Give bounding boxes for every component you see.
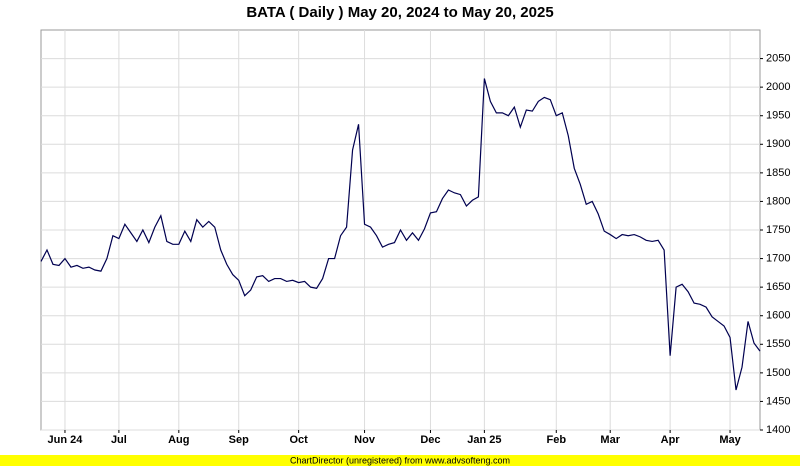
y-tick-label: 1500 (766, 367, 790, 379)
x-tick-label: Jul (111, 434, 127, 446)
x-tick-label: May (719, 434, 741, 446)
x-tick-label: Jan 25 (467, 434, 501, 446)
footer: ChartDirector (unregistered) from www.ad… (290, 455, 510, 465)
y-tick-label: 1600 (766, 310, 790, 322)
y-tick-label: 2000 (766, 81, 790, 93)
x-tick-label: Oct (289, 434, 308, 446)
y-tick-label: 1700 (766, 252, 790, 264)
x-tick-label: Mar (600, 434, 620, 446)
y-tick-label: 1950 (766, 110, 790, 122)
x-tick-label: Jun 24 (48, 434, 84, 446)
y-tick-label: 1650 (766, 281, 790, 293)
x-tick-label: Feb (547, 434, 567, 446)
x-tick-label: Dec (420, 434, 440, 446)
y-tick-label: 2050 (766, 52, 790, 64)
x-tick-label: Sep (229, 434, 249, 446)
x-tick-label: Aug (168, 434, 189, 446)
y-tick-label: 1450 (766, 395, 790, 407)
y-tick-label: 1400 (766, 424, 790, 436)
x-tick-label: Nov (354, 434, 376, 446)
y-tick-label: 1800 (766, 195, 790, 207)
y-tick-label: 1550 (766, 338, 790, 350)
chart-title: BATA ( Daily ) May 20, 2024 to May 20, 2… (246, 4, 553, 21)
y-tick-label: 1850 (766, 167, 790, 179)
price-line (40, 78, 761, 391)
y-tick-label: 1900 (766, 138, 790, 150)
footer-bar (0, 455, 800, 466)
y-tick-label: 1750 (766, 224, 790, 236)
x-tick-label: Apr (661, 434, 681, 446)
